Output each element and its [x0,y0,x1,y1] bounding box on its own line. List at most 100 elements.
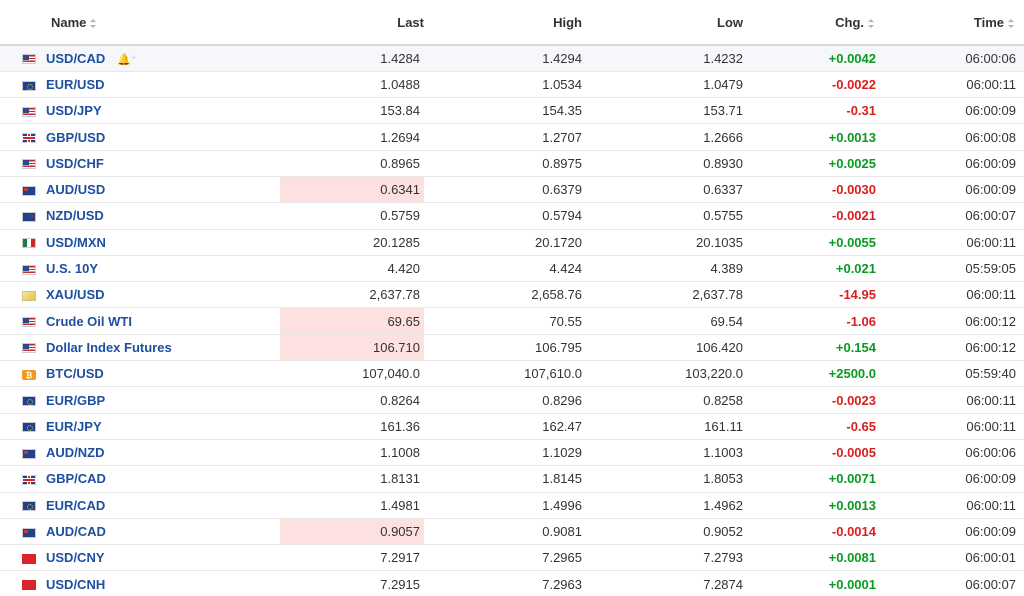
table-row[interactable]: Crude Oil WTI 69.65 70.55 69.54 -1.06 06:00:1… [0,307,1024,335]
instrument-link[interactable]: USD/JPY [46,103,102,119]
time-cell: 06:00:09 [965,155,1016,171]
instrument-link[interactable]: EUR/CAD [46,497,106,513]
last-cell: 0.8264 [380,392,420,408]
table-row[interactable]: EUR/GBP 0.8264 0.8296 0.8258 -0.0023 06:00:11 [0,387,1024,414]
instrument-link[interactable]: AUD/NZD [46,445,105,461]
name-cell: USD/JPY [46,98,280,124]
eu-flag-icon [22,80,36,91]
high-cell: 0.8975 [542,155,582,171]
column-header-last: Last [280,0,424,46]
time-cell: 05:59:05 [965,261,1016,277]
time-cell: 06:00:07 [965,576,1016,592]
instrument-link[interactable]: USD/CAD [46,50,106,66]
low-cell: 0.9052 [703,523,743,539]
instrument-link[interactable]: USD/MXN [46,234,106,250]
change-cell: +0.0013 [828,129,876,145]
us-flag-icon [22,54,36,65]
last-cell: 2,637.78 [369,287,420,303]
high-cell: 154.35 [542,103,582,119]
table-row[interactable]: XAU/USD 2,637.78 2,658.76 2,637.78 -14.95 06:… [0,282,1024,308]
table-row[interactable]: AUD/CAD 0.9057 0.9081 0.9052 -0.0014 06:00:09 [0,518,1024,545]
high-cell: 70.55 [549,313,582,329]
last-cell: 161.36 [380,418,420,434]
last-cell: 1.4981 [380,497,420,513]
instrument-link[interactable]: GBP/USD [46,129,106,145]
instrument-link[interactable]: EUR/JPY [46,418,102,434]
flag-cell [0,176,46,202]
table-row[interactable]: USD/CNY 7.2917 7.2965 7.2793 +0.0081 06:00:01 [0,545,1024,571]
low-cell: 7.2874 [703,576,743,592]
table-row[interactable]: USD/CNH 7.2915 7.2963 7.2874 +0.0001 06:00:07 [0,571,1024,596]
instrument-link[interactable]: EUR/GBP [46,392,106,408]
column-header-chg[interactable]: Chg. [743,0,876,46]
instrument-link[interactable]: EUR/USD [46,76,105,92]
instrument-link[interactable]: AUD/CAD [46,523,106,539]
name-cell: USD/MXN [46,229,280,255]
low-cell: 0.5755 [703,208,743,224]
time-cell: 06:00:09 [965,523,1016,539]
us-flag-icon [22,317,36,328]
bell-plus-icon[interactable]: 🔔⁺ [117,53,137,66]
table-row[interactable]: ₿ BTC/USD 107,040.0 107,610.0 103,220.0 +2500… [0,361,1024,387]
table-row[interactable]: Dollar Index Futures 106.710 106.795 106.42… [0,334,1024,361]
table-row[interactable]: GBP/USD 1.2694 1.2707 1.2666 +0.0013 06:00:08 [0,124,1024,151]
instrument-link[interactable]: U.S. 10Y [46,261,99,277]
column-header-name[interactable]: Name [0,0,280,46]
instrument-link[interactable]: USD/CNY [46,550,105,566]
low-cell: 1.8053 [703,471,743,487]
change-cell: +2500.0 [828,366,876,382]
name-cell: EUR/USD [46,71,280,97]
time-cell: 06:00:01 [965,550,1016,566]
last-cell: 0.5759 [380,208,420,224]
low-cell: 103,220.0 [685,366,743,382]
eu-flag-icon [22,501,36,512]
change-cell: +0.0013 [828,497,876,513]
instrument-link[interactable]: NZD/USD [46,208,104,224]
table-row[interactable]: USD/MXN 20.1285 20.1720 20.1035 +0.0055 06:00… [0,229,1024,256]
table-row[interactable]: EUR/JPY 161.36 162.47 161.11 -0.65 06:00:11 [0,413,1024,440]
time-cell: 06:00:11 [966,234,1016,250]
sort-icon [1008,18,1016,28]
name-cell: USD/CAD 🔔⁺ [46,45,280,71]
flag-cell [0,387,46,413]
table-row[interactable]: GBP/CAD 1.8131 1.8145 1.8053 +0.0071 06:00:09 [0,466,1024,493]
instrument-link[interactable]: USD/CHF [46,155,104,171]
instrument-link[interactable]: USD/CNH [46,576,106,592]
flag-cell [0,98,46,124]
table-row[interactable]: USD/JPY 153.84 154.35 153.71 -0.31 06:00:09 [0,98,1024,124]
flag-cell [0,45,46,71]
table-row[interactable]: AUD/USD 0.6341 0.6379 0.6337 -0.0030 06:00:09 [0,176,1024,203]
change-cell: -0.31 [846,103,876,119]
table-row[interactable]: AUD/NZD 1.1008 1.1029 1.1003 -0.0005 06:00:06 [0,439,1024,466]
instrument-link[interactable]: BTC/USD [46,366,104,382]
last-cell: 1.2694 [380,129,420,145]
au-flag-icon [22,527,36,538]
table-row[interactable]: U.S. 10Y 4.420 4.424 4.389 +0.021 05:59:05 [0,255,1024,282]
eu-flag-icon [22,396,36,407]
name-cell: XAU/USD [46,282,280,308]
flag-cell [0,466,46,492]
instrument-link[interactable]: AUD/USD [46,182,106,198]
high-cell: 2,658.76 [531,287,582,303]
table-row[interactable]: USD/CHF 0.8965 0.8975 0.8930 +0.0025 06:00:09 [0,150,1024,177]
column-header-time[interactable]: Time [876,0,1024,46]
last-cell: 7.2917 [380,550,420,566]
last-cell: 4.420 [387,261,420,277]
instrument-link[interactable]: Crude Oil WTI [46,313,132,329]
table-row[interactable]: EUR/USD 1.0488 1.0534 1.0479 -0.0022 06:00:11 [0,71,1024,98]
time-cell: 06:00:11 [966,418,1016,434]
sort-icon [868,18,876,28]
instrument-link[interactable]: XAU/USD [46,287,105,303]
instrument-link[interactable]: Dollar Index Futures [46,339,172,355]
high-cell: 1.1029 [542,445,582,461]
table-row[interactable]: NZD/USD 0.5759 0.5794 0.5755 -0.0021 06:00:07 [0,203,1024,230]
change-cell: +0.0055 [828,234,876,250]
table-row[interactable]: USD/CAD 🔔⁺ 1.4284 1.4294 1.4232 +0.0042 06:00:… [0,45,1024,72]
table-header-row: Name Last High Low Chg. Time [0,0,1024,46]
table-row[interactable]: EUR/CAD 1.4981 1.4996 1.4962 +0.0013 06:00:11 [0,492,1024,519]
last-cell: 69.65 [280,307,424,335]
name-cell: EUR/CAD [46,492,280,518]
column-header-last-label: Last [397,14,424,30]
change-cell: +0.154 [835,339,876,355]
instrument-link[interactable]: GBP/CAD [46,471,106,487]
